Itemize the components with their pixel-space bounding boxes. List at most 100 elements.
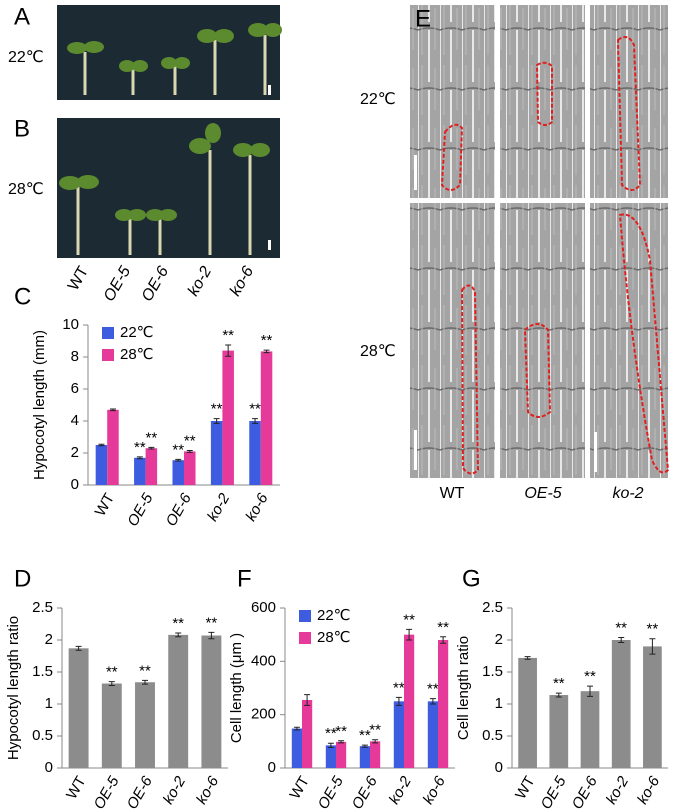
- y-tick-label: 4: [71, 412, 79, 429]
- error-bar: [75, 645, 82, 651]
- panel-letter: C: [14, 283, 31, 310]
- x-tick-label: WT: [92, 490, 118, 519]
- significance: **: [335, 723, 347, 740]
- x-tick-label: ko-2: [204, 490, 234, 524]
- x-tick-label: WT: [287, 773, 313, 802]
- x-tick-label: ko-6: [420, 773, 450, 807]
- significance: **: [206, 614, 218, 631]
- seedling-label: ko-6: [227, 264, 257, 300]
- x-tick-label: ko-2: [160, 773, 190, 807]
- y-axis-label: Hypocotyl length ratio: [5, 616, 22, 760]
- x-tick-label: OE-5: [315, 773, 348, 812]
- bar: [95, 445, 108, 485]
- legend-swatch: [102, 349, 114, 361]
- bar: [580, 691, 600, 768]
- seedling-labels: WT OE-5 OE-6 ko-2 ko-6: [65, 263, 257, 304]
- bar: [336, 741, 347, 768]
- panel-letter: D: [14, 565, 31, 592]
- error-bar: [406, 628, 413, 641]
- significance: **: [427, 681, 439, 698]
- y-tick-label: 200: [251, 706, 276, 723]
- x-tick-label: WT: [63, 773, 89, 802]
- bar: [210, 421, 223, 485]
- x-tick-label: OE-5: [124, 490, 157, 529]
- bar: [404, 634, 415, 768]
- bar: [145, 448, 158, 485]
- y-tick-label: 2.5: [32, 599, 53, 616]
- error-bar: [109, 408, 116, 412]
- bar: [549, 695, 569, 768]
- bar: [438, 640, 449, 768]
- cotyledons: [59, 23, 282, 221]
- y-tick-label: 2.5: [482, 599, 503, 616]
- x-tick-label: WT: [512, 773, 538, 802]
- y-tick-label: 1.5: [482, 663, 503, 680]
- significance: **: [139, 662, 151, 679]
- y-tick-label: 400: [251, 652, 276, 669]
- significance: **: [146, 429, 158, 446]
- x-tick-label: OE-6: [124, 773, 157, 812]
- significance: **: [172, 441, 184, 458]
- x-tick-label: ko-6: [634, 773, 664, 807]
- significance: **: [393, 679, 405, 696]
- error-bar: [225, 344, 232, 357]
- bar: [427, 701, 438, 768]
- significance: **: [647, 621, 659, 638]
- panel-letter: F: [237, 565, 252, 592]
- legend-label: 22℃: [120, 324, 154, 341]
- y-axis-label: Cell length ratio: [455, 636, 472, 740]
- bar: [370, 741, 381, 768]
- x-tick-label: ko-6: [242, 490, 272, 524]
- y-tick-label: 0: [45, 759, 53, 776]
- temperature-label: 28℃: [8, 181, 44, 198]
- error-bar: [361, 744, 368, 748]
- error-bar: [429, 698, 436, 705]
- x-tick-label: ko-2: [603, 773, 633, 807]
- error-bar: [304, 694, 311, 706]
- bar: [201, 635, 222, 768]
- error-bar: [175, 458, 182, 462]
- y-tick-label: 0: [71, 476, 79, 493]
- error-bar: [395, 696, 402, 706]
- legend-label: 28℃: [120, 346, 154, 363]
- bar: [172, 460, 184, 485]
- y-axis-label: Cell length (μm ): [228, 633, 245, 743]
- panel-letter: B: [14, 115, 30, 142]
- y-tick-label: 1: [45, 695, 53, 712]
- sem-photos: [410, 5, 668, 478]
- y-tick-label: 0.5: [32, 727, 53, 744]
- bar: [393, 701, 404, 768]
- y-tick-label: 2: [71, 444, 79, 461]
- cell-label: ko-2: [612, 485, 643, 502]
- significance: **: [437, 619, 449, 636]
- error-bar: [372, 739, 379, 744]
- significance: **: [222, 327, 234, 344]
- significance: **: [106, 664, 118, 681]
- x-tick-label: OE-6: [349, 773, 382, 812]
- legend-swatch: [299, 610, 311, 622]
- significance: **: [369, 722, 381, 739]
- legend-swatch: [299, 632, 311, 644]
- error-bar: [555, 692, 562, 698]
- error-bar: [263, 349, 270, 354]
- error-bar: [136, 456, 143, 460]
- error-bar: [524, 656, 531, 660]
- y-tick-label: 8: [71, 348, 79, 365]
- error-bar: [98, 443, 105, 447]
- bar: [249, 421, 261, 485]
- cell-label: OE-5: [524, 485, 561, 502]
- error-bar: [440, 636, 447, 644]
- y-tick-label: 0: [495, 759, 503, 776]
- error-bar: [338, 740, 345, 744]
- seedling-label: WT: [65, 263, 92, 293]
- bar: [518, 657, 537, 768]
- bar: [302, 700, 313, 768]
- bar: [135, 682, 155, 768]
- y-tick-label: 1: [495, 695, 503, 712]
- error-bar: [208, 631, 215, 640]
- error-bar: [186, 449, 193, 453]
- x-tick-label: OE-6: [569, 773, 602, 812]
- y-tick-label: 2: [495, 631, 503, 648]
- scale-bars: [414, 155, 597, 472]
- error-bar: [618, 636, 625, 644]
